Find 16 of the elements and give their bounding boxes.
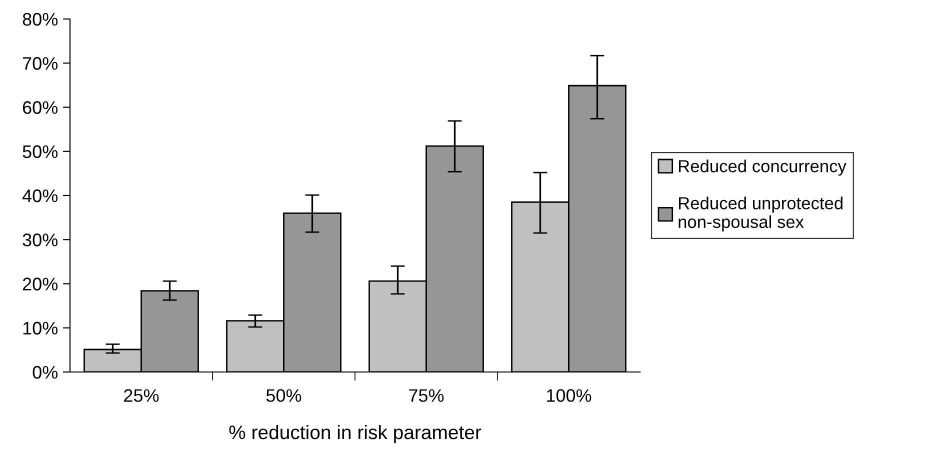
y-tick-label: 40%: [22, 189, 58, 202]
legend-label: Reduced concurrency: [678, 160, 846, 176]
y-tick-label: 10%: [23, 322, 58, 335]
x-tick-label: 75%: [409, 389, 444, 402]
y-tick-label: 20%: [22, 278, 58, 290]
y-tick-label: 80%: [22, 12, 58, 26]
y-tick-label: 30%: [22, 234, 58, 246]
x-tick-label: 100%: [547, 389, 592, 402]
x-axis-title: % reduction in risk parameter: [229, 424, 482, 444]
y-tick-label: 50%: [22, 145, 58, 158]
legend-label: Reduced unprotected non-spousal sex: [678, 196, 842, 232]
y-tick-label: 60%: [22, 101, 58, 114]
x-tick-label: 50%: [266, 389, 302, 402]
x-tick-label: 25%: [124, 389, 159, 402]
y-tick-label: 70%: [22, 57, 58, 70]
y-tick-label: 0%: [32, 366, 58, 379]
